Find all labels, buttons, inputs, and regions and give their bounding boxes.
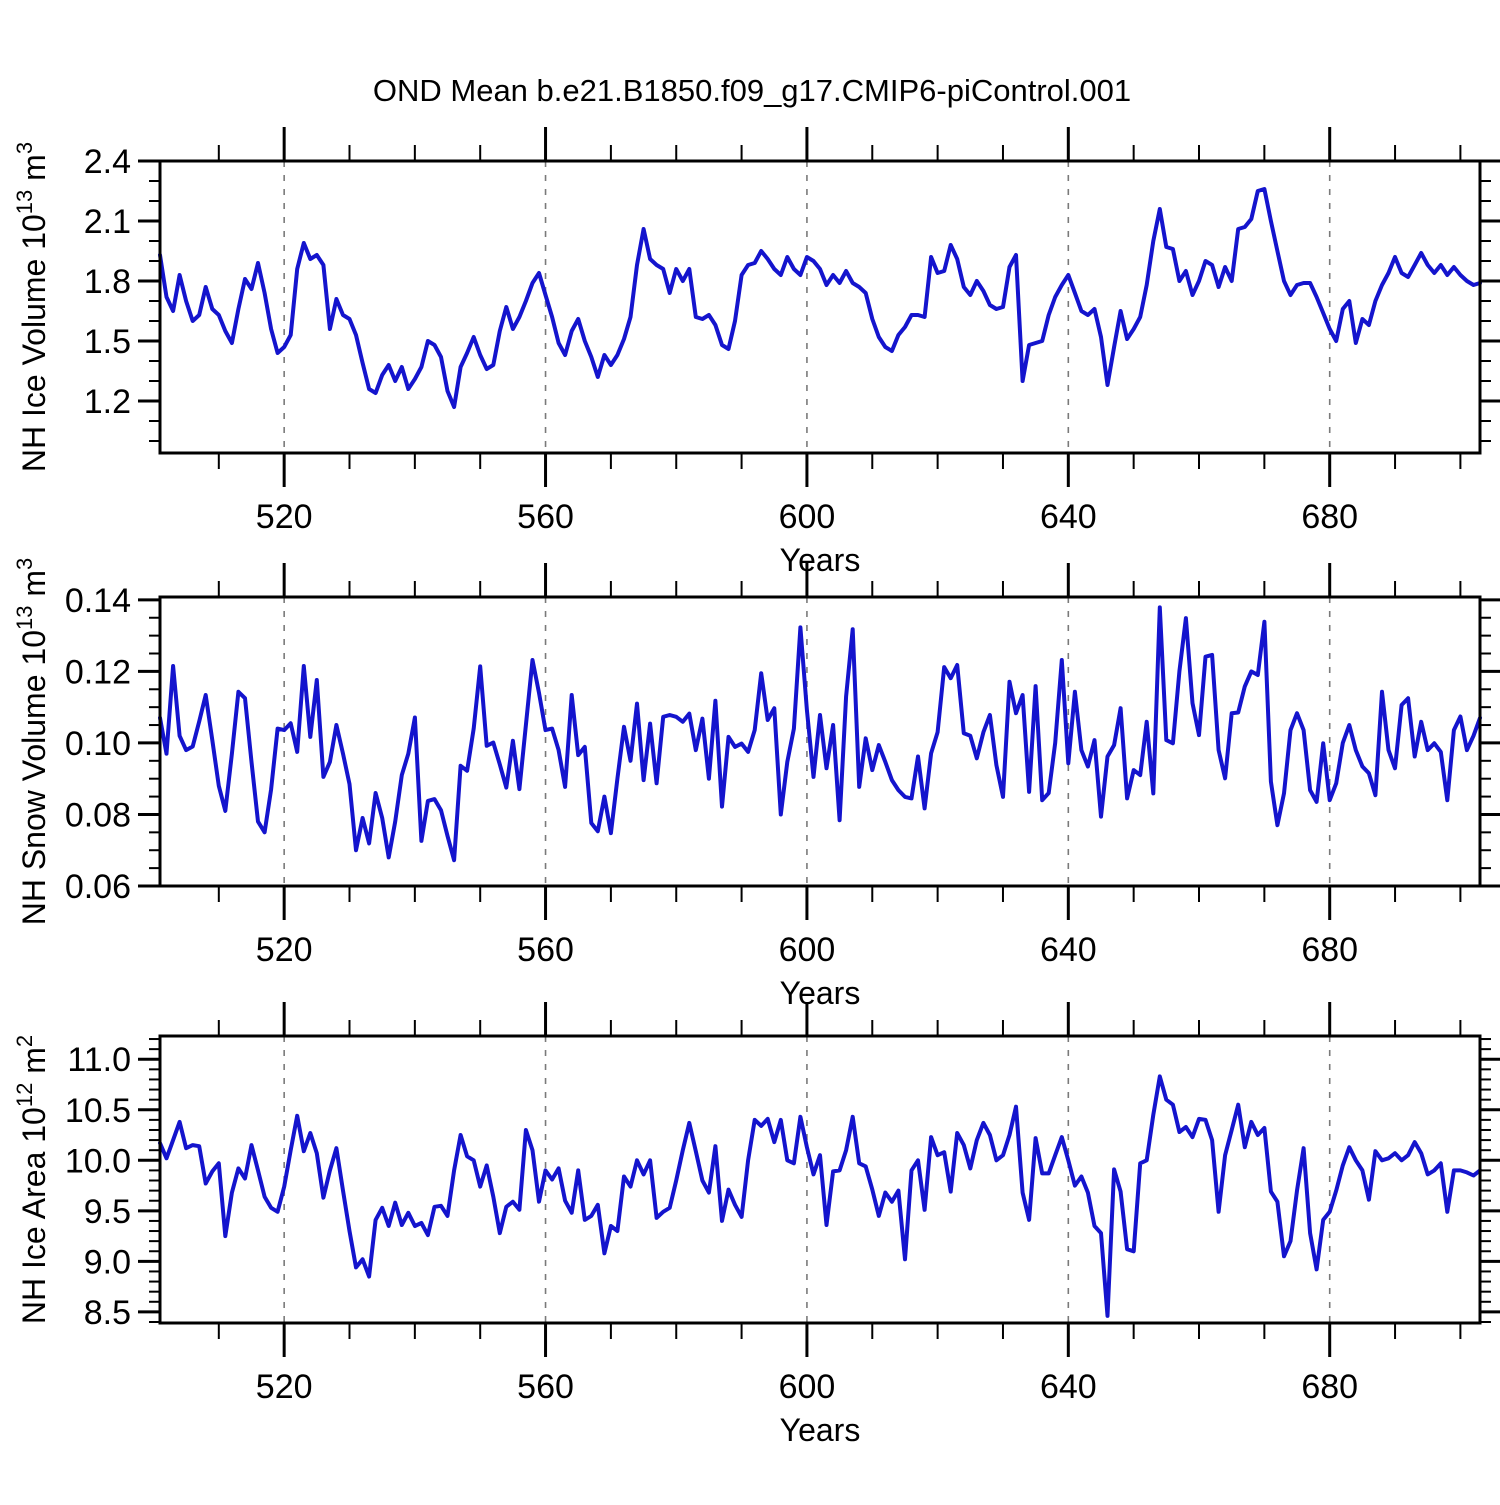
x-tick-label: 640 <box>1040 1368 1097 1406</box>
panel-nh-snow-volume: 0.06 0.08 0.10 0.12 0.14 520 560 600 640 680 Years… <box>12 558 1500 1011</box>
y-tick-label: 0.14 <box>65 582 131 620</box>
x-tick-label: 680 <box>1301 931 1358 969</box>
y-tick-label: 10.0 <box>65 1142 131 1180</box>
x-axis-label: Years <box>780 1412 861 1448</box>
x-tick-label: 600 <box>779 931 836 969</box>
y-tick-label: 10.5 <box>65 1092 131 1130</box>
x-tick-label: 520 <box>256 931 313 969</box>
y-tick-label: 1.8 <box>84 263 131 301</box>
y-axis-label: NH Ice Volume 1013 m3 <box>12 142 52 472</box>
series-nh-snow-volume <box>158 605 1482 863</box>
x-tick-label: 680 <box>1301 498 1358 536</box>
y-tick-label: 0.06 <box>65 868 131 906</box>
y-tick-label: 8.5 <box>84 1294 131 1332</box>
y-tick-label: 9.0 <box>84 1243 131 1281</box>
x-tick-label: 520 <box>256 1368 313 1406</box>
series-nh-ice-area <box>158 1074 1482 1318</box>
x-tick-label: 560 <box>517 1368 574 1406</box>
x-tick-label: 520 <box>256 498 313 536</box>
y-axis-label: NH Snow Volume 1013 m3 <box>12 558 52 926</box>
panel-nh-ice-area: 8.5 9.0 9.5 10.0 10.5 11.0 520 560 600 640 680 Year… <box>12 1002 1500 1448</box>
x-tick-label: 560 <box>517 498 574 536</box>
x-tick-label: 600 <box>779 498 836 536</box>
y-tick-label: 2.4 <box>84 143 131 181</box>
chart-title: OND Mean b.e21.B1850.f09_g17.CMIP6-piCon… <box>373 73 1131 108</box>
y-tick-label: 1.2 <box>84 383 131 421</box>
y-tick-label: 1.5 <box>84 323 131 361</box>
y-axis-label: NH Ice Area 1012 m2 <box>12 1035 52 1324</box>
x-axis-label: Years <box>780 542 861 578</box>
panel-nh-ice-volume: 1.2 1.5 1.8 2.1 2.4 520 560 600 640 680 Years NH Ic… <box>12 127 1500 578</box>
x-tick-label: 640 <box>1040 498 1097 536</box>
y-tick-label: 0.08 <box>65 796 131 834</box>
x-tick-label: 600 <box>779 1368 836 1406</box>
series-nh-ice-volume <box>158 187 1482 409</box>
y-tick-label: 2.1 <box>84 203 131 241</box>
axis-box <box>158 1034 1482 1325</box>
panels-group: 1.2 1.5 1.8 2.1 2.4 520 560 600 640 680 Years NH Ic… <box>12 127 1500 1448</box>
x-tick-label: 640 <box>1040 931 1097 969</box>
x-tick-label: 560 <box>517 931 574 969</box>
x-axis-label: Years <box>780 975 861 1011</box>
axis-box <box>158 159 1482 455</box>
y-tick-label: 11.0 <box>67 1041 131 1079</box>
y-tick-label: 0.12 <box>65 653 131 691</box>
y-tick-label: 9.5 <box>84 1193 131 1231</box>
y-tick-label: 0.10 <box>65 725 131 763</box>
x-tick-label: 680 <box>1301 1368 1358 1406</box>
